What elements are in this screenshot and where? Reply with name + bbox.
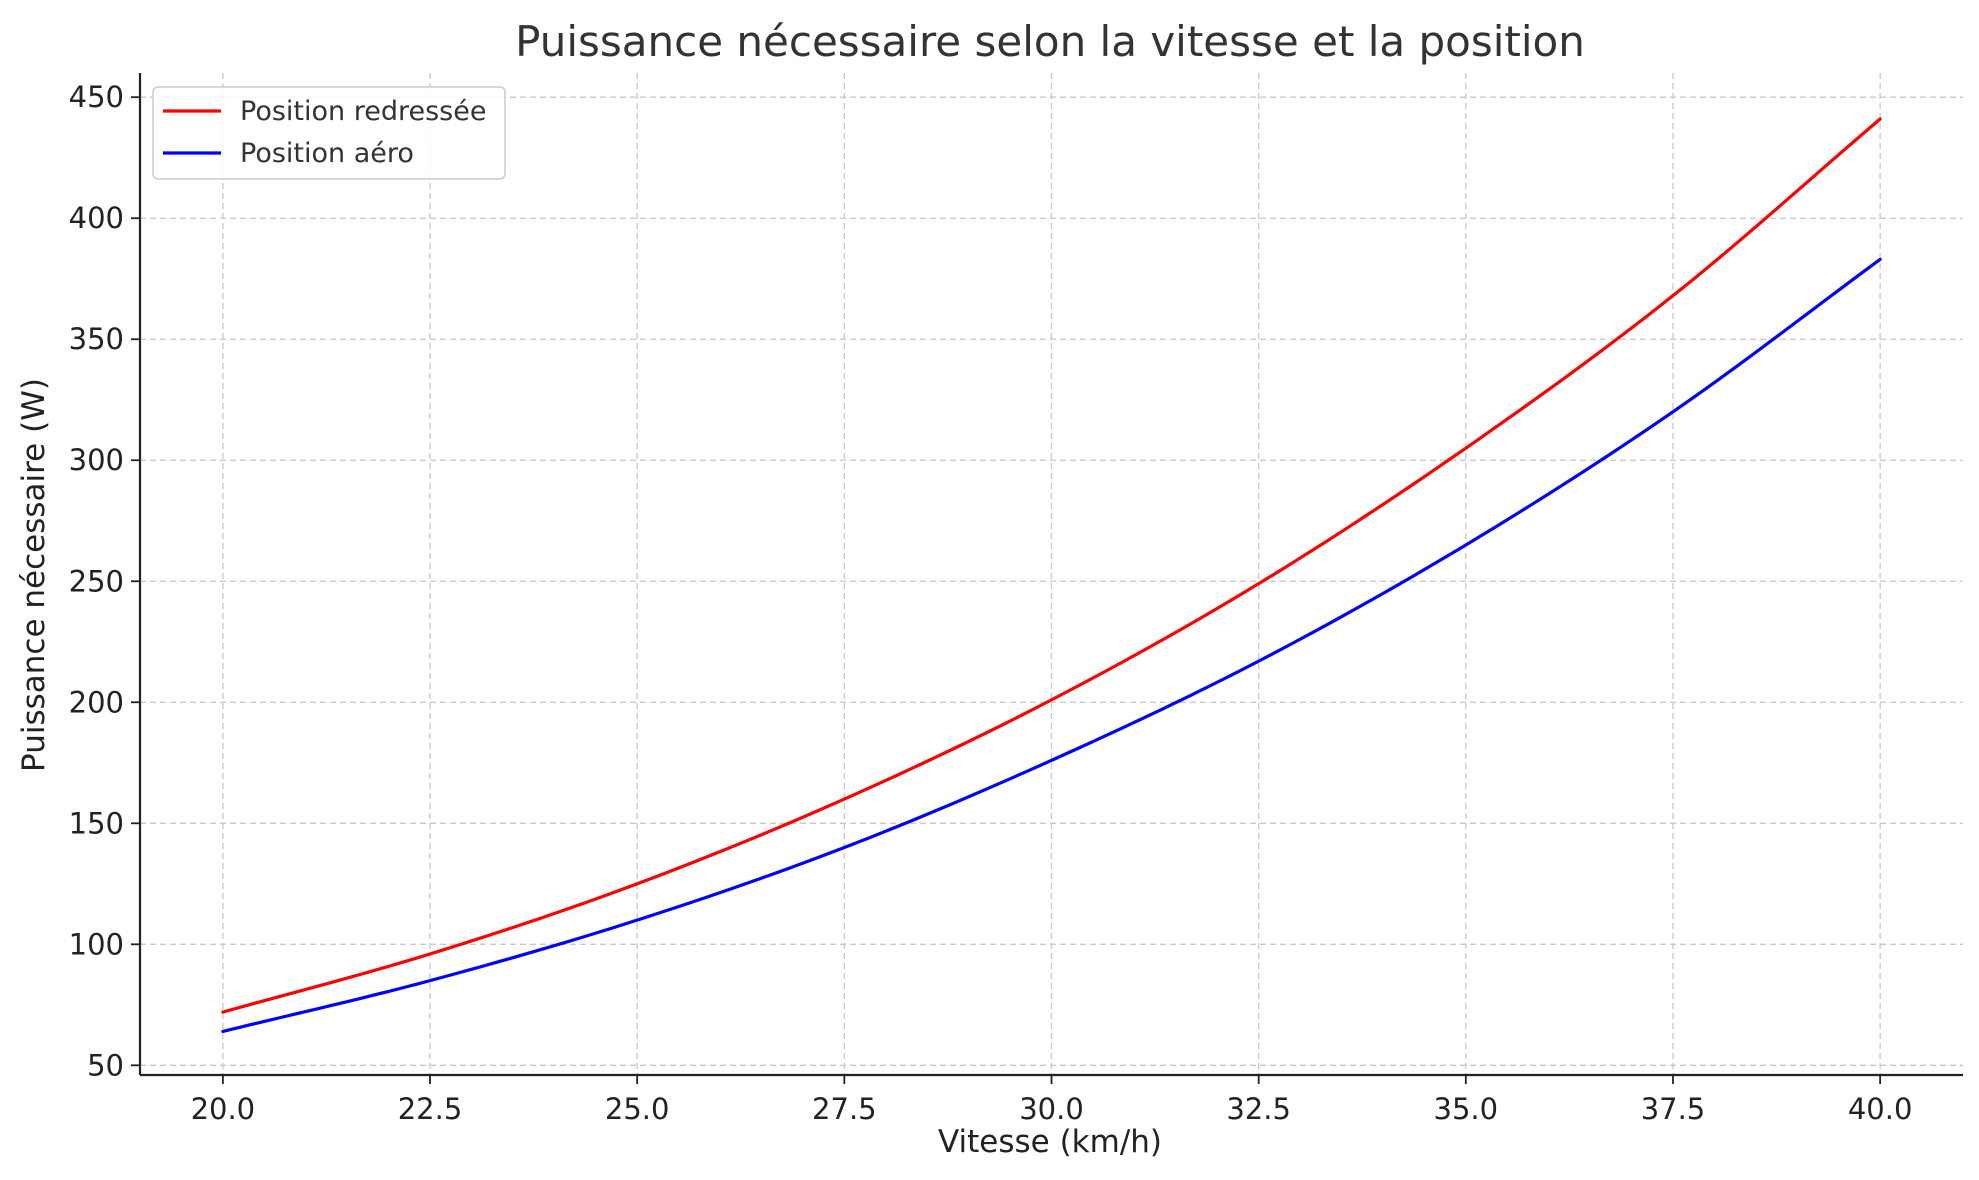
x-tick-label: 35.0	[1434, 1092, 1499, 1126]
legend-label: Position redressée	[240, 96, 486, 127]
series-lines	[221, 117, 1882, 1034]
y-axis-label: Puissance nécessaire (W)	[16, 378, 52, 772]
y-tick-label: 50	[87, 1048, 124, 1082]
chart-title: Puissance nécessaire selon la vitesse et…	[515, 17, 1585, 66]
legend: Position redressée Position aéro	[152, 86, 506, 180]
y-tick-label: 150	[69, 806, 124, 840]
legend-label: Position aéro	[240, 138, 414, 169]
x-tick-label: 40.0	[1848, 1092, 1913, 1126]
x-tick-label: 20.0	[191, 1092, 256, 1126]
x-tick-label: 37.5	[1641, 1092, 1706, 1126]
y-tick-label: 200	[69, 685, 124, 719]
series-line-position-aero	[221, 257, 1882, 1034]
x-tick-label: 30.0	[1019, 1092, 1084, 1126]
y-tick-label: 250	[69, 564, 124, 598]
grid	[140, 73, 1963, 1075]
legend-box	[152, 86, 506, 180]
y-tick-label: 100	[69, 927, 124, 961]
series-line-position-redressee	[221, 117, 1882, 1014]
y-tick-label: 400	[69, 201, 124, 235]
axes: 20.0 22.5 25.0 27.5 30.0 32.5 35.0 37.5 40.0 50 10…	[69, 73, 1963, 1126]
y-tick-label: 300	[69, 443, 124, 477]
x-axis-label: Vitesse (km/h)	[938, 1124, 1162, 1160]
x-tick-label: 25.0	[605, 1092, 670, 1126]
x-tick-label: 22.5	[398, 1092, 463, 1126]
x-tick-label: 32.5	[1226, 1092, 1291, 1126]
x-tick-label: 27.5	[812, 1092, 877, 1126]
y-tick-label: 450	[69, 80, 124, 114]
y-tick-label: 350	[69, 322, 124, 356]
